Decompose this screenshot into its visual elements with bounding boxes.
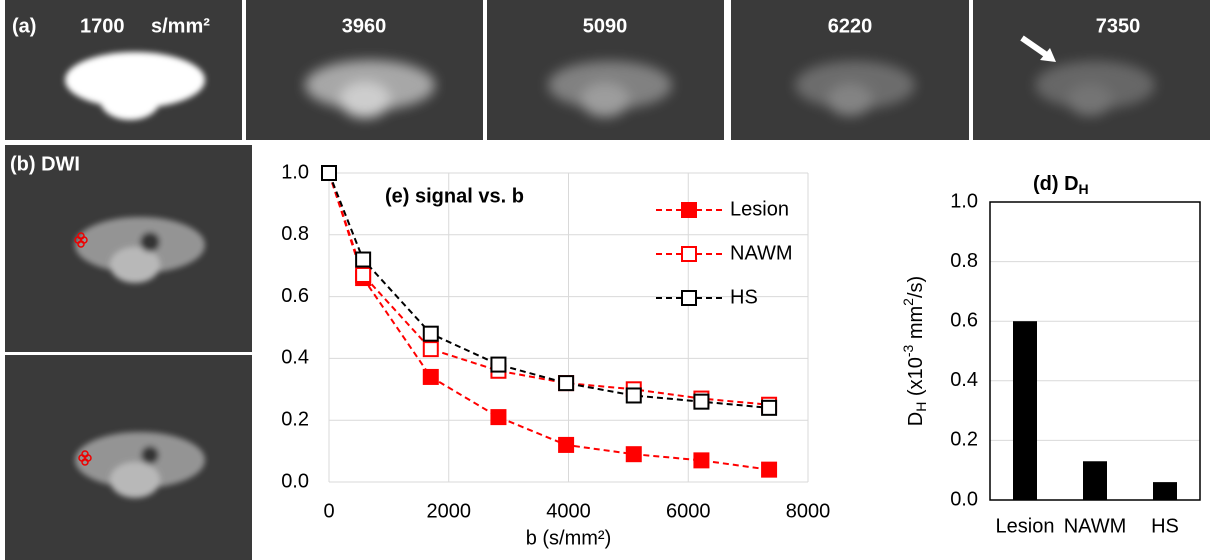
y-tick-label: 0.8 [281,223,309,245]
b-value: 6220 [828,15,873,37]
x-tick-label: 0 [323,500,334,522]
arrow-head [1040,48,1056,62]
legend-label: HS [730,286,758,308]
b-value: 7350 [1096,15,1141,37]
title-subscript: H [1079,181,1089,197]
legend-label: NAWM [730,242,793,264]
y-label-part: (x10 [905,357,927,401]
y-tick-label: 1.0 [950,190,978,212]
y-tick-label: 0.6 [950,309,978,331]
series-line [328,172,770,471]
x-tick-label: Lesion [996,515,1055,537]
legend-marker [681,202,697,218]
y-tick-label: 1.0 [281,161,309,183]
chart-title: (e) signal vs. b [385,185,524,207]
marker [558,375,575,392]
legend-label: Lesion [730,198,789,220]
marker [761,461,778,478]
marker [558,436,575,453]
y-axis-label: DH (x10-3 mm2/s) [900,276,929,426]
x-tick-label: 6000 [666,500,711,522]
y-tick-label: 0.4 [281,347,309,369]
b-unit: s/mm² [151,15,210,37]
marker [355,251,372,268]
image-row: (a) 1700 s/mm² 3960 5090 6220 7350 [5,0,1210,140]
marker [693,393,710,410]
title-text: (d) D [1033,173,1079,195]
b-value: 5090 [583,15,628,37]
y-label-part: -3 [900,344,916,357]
x-tick-label: 2000 [427,500,472,522]
legend-marker [681,246,697,262]
x-tick-label: HS [1151,515,1179,537]
chart-title: (d) DH [1033,173,1089,196]
y-tick-label: 0.2 [950,429,978,451]
y-tick-label: 0.0 [281,470,309,492]
series-line [328,172,770,409]
marker [490,409,507,426]
marker [625,446,642,463]
x-tick-label: 8000 [786,500,831,522]
marker [693,452,710,469]
b-value: 3960 [342,15,387,37]
series-line [328,172,770,406]
panel-label: (b) DWI [10,153,80,175]
y-label-part: /s) [905,276,927,298]
legend-marker [681,290,697,306]
y-tick-label: 0.0 [950,488,978,510]
bar [1083,461,1107,500]
marker [761,399,778,416]
marker [490,356,507,373]
y-tick-label: 0.8 [950,250,978,272]
y-label-part: H [913,402,929,412]
marker [422,341,439,358]
panel-label: (a) [12,15,36,37]
x-axis-label: b (s/mm²) [526,527,612,549]
charts: 0.0 0.2 0.4 0.6 0.8 1.0 0 2000 4000 6000 8000 b (s/… [281,161,1201,549]
marker [625,387,642,404]
y-tick-label: 0.4 [950,369,978,391]
marker [422,368,439,385]
dwi-images: (b) DWI [5,145,252,560]
marker [355,266,372,283]
y-label-part: D [905,412,927,426]
b-value: 1700 [80,15,125,37]
y-label-part: 2 [900,298,916,306]
arrow [1020,35,1050,59]
marker [422,325,439,342]
marker [321,165,337,181]
y-label-part: mm [905,306,927,345]
x-tick-label: NAWM [1064,515,1127,537]
y-tick-label: 0.2 [281,408,309,430]
x-tick-label: 4000 [546,500,591,522]
bar [1013,321,1037,500]
y-tick-label: 0.6 [281,285,309,307]
bar [1153,482,1177,500]
